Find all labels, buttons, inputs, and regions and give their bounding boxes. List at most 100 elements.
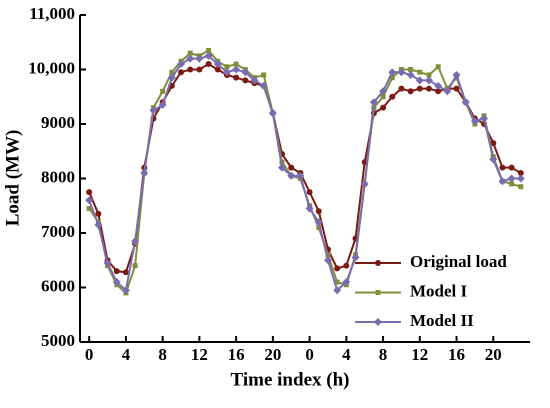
- data-point: [452, 70, 461, 79]
- x-tick-label: 16: [448, 345, 465, 364]
- y-tick-label: 6000: [41, 276, 75, 295]
- data-point: [287, 171, 296, 180]
- data-point: [470, 117, 479, 126]
- data-point: [140, 169, 149, 178]
- data-point: [416, 85, 423, 92]
- data-point: [315, 208, 322, 215]
- data-point: [389, 93, 396, 100]
- data-point: [305, 204, 314, 213]
- data-point: [167, 73, 176, 82]
- legend-marker: [375, 260, 381, 266]
- data-point: [288, 164, 295, 171]
- data-point: [233, 61, 239, 67]
- y-tick-label: 9000: [41, 113, 75, 132]
- data-point: [342, 278, 351, 287]
- legend-marker: [374, 318, 382, 326]
- y-tick-label: 7000: [41, 222, 75, 241]
- data-point: [453, 85, 460, 92]
- series-line: [88, 62, 522, 274]
- x-tick-label: 0: [305, 345, 314, 364]
- legend-marker: [375, 290, 381, 295]
- data-point: [333, 286, 342, 295]
- data-point: [261, 72, 267, 78]
- x-tick-label: 4: [342, 345, 351, 364]
- data-point: [343, 262, 350, 269]
- data-point: [425, 85, 432, 92]
- data-point: [268, 109, 277, 118]
- data-point: [334, 265, 341, 272]
- data-point: [517, 170, 524, 177]
- data-point: [232, 65, 241, 74]
- data-point: [86, 205, 92, 211]
- data-point: [121, 286, 130, 295]
- data-point: [250, 76, 259, 85]
- y-axis-label: Load (MW): [2, 130, 23, 227]
- data-point: [222, 68, 231, 77]
- data-point: [480, 114, 489, 123]
- data-point: [406, 70, 415, 79]
- data-point: [398, 85, 405, 92]
- data-point: [149, 106, 158, 115]
- data-point: [259, 81, 268, 90]
- data-point: [435, 88, 442, 95]
- data-point: [407, 88, 414, 95]
- data-point: [242, 77, 249, 84]
- data-point: [334, 279, 340, 285]
- data-point: [435, 64, 441, 70]
- data-point: [233, 74, 240, 81]
- data-point: [214, 66, 221, 73]
- data-point: [94, 220, 103, 229]
- data-point: [509, 181, 515, 187]
- x-tick-label: 4: [122, 345, 131, 364]
- data-point: [351, 253, 360, 262]
- data-point: [206, 47, 212, 53]
- data-point: [516, 174, 525, 183]
- data-point: [186, 54, 195, 63]
- data-point: [122, 269, 129, 276]
- data-point: [388, 68, 397, 77]
- data-point: [85, 196, 94, 205]
- data-point: [112, 278, 121, 287]
- data-point: [241, 68, 250, 77]
- data-point: [379, 87, 388, 96]
- data-point: [160, 88, 166, 94]
- data-point: [296, 171, 305, 180]
- x-tick-label: 8: [379, 345, 388, 364]
- y-tick-label: 5000: [41, 331, 75, 350]
- data-point: [490, 140, 497, 147]
- data-point: [187, 50, 193, 56]
- data-point: [443, 87, 452, 96]
- x-tick-label: 20: [485, 345, 502, 364]
- x-tick-label: 8: [158, 345, 167, 364]
- data-point: [380, 94, 386, 100]
- data-point: [397, 68, 406, 77]
- x-tick-label: 20: [264, 345, 281, 364]
- data-point: [434, 81, 443, 90]
- data-point: [369, 98, 378, 107]
- data-point: [306, 189, 313, 196]
- y-tick-label: 11,000: [29, 4, 75, 23]
- data-point: [323, 256, 332, 265]
- data-point: [196, 66, 203, 73]
- legend-text: Model I: [410, 281, 468, 300]
- data-point: [316, 225, 322, 231]
- data-point: [360, 179, 369, 188]
- x-tick-label: 12: [191, 345, 208, 364]
- data-point: [278, 163, 287, 172]
- x-tick-label: 12: [411, 345, 428, 364]
- data-point: [314, 218, 323, 227]
- data-point: [415, 76, 424, 85]
- data-point: [499, 164, 506, 171]
- data-point: [131, 237, 140, 246]
- data-point: [424, 76, 433, 85]
- data-point: [426, 72, 432, 78]
- data-point: [408, 67, 414, 72]
- legend-text: Model II: [410, 311, 474, 330]
- data-point: [158, 100, 167, 109]
- data-point: [205, 61, 212, 68]
- data-point: [113, 268, 120, 275]
- data-point: [508, 164, 515, 171]
- data-point: [177, 60, 186, 69]
- data-point: [389, 75, 395, 81]
